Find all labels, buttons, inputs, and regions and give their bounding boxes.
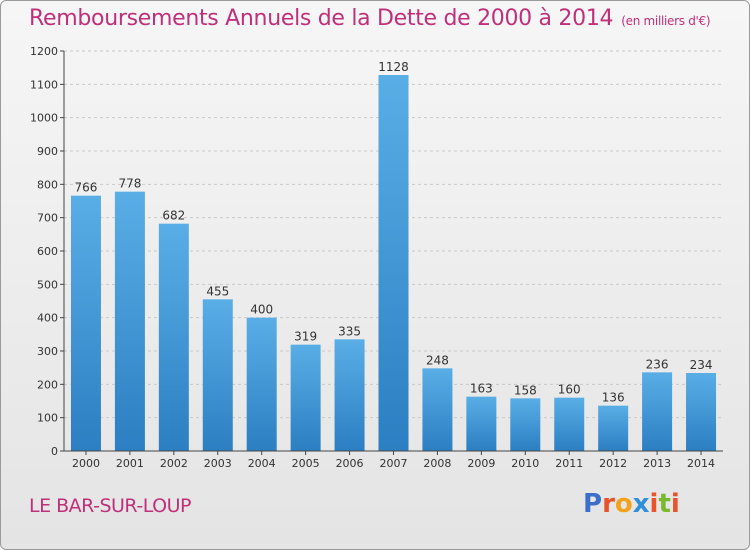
y-tick-label: 800 — [37, 178, 58, 191]
bar-value-label: 163 — [470, 382, 493, 396]
bar — [554, 397, 585, 451]
x-tick-label: 2014 — [687, 457, 715, 470]
y-tick-label: 1100 — [30, 78, 58, 91]
bar — [114, 191, 145, 451]
y-tick-label: 1200 — [30, 45, 58, 58]
x-tick-label: 2009 — [467, 457, 495, 470]
y-tick-label: 1000 — [30, 112, 58, 125]
title-text: Remboursements Annuels de la Dette de 20… — [29, 6, 614, 31]
y-tick-label: 600 — [37, 245, 58, 258]
chart-title: Remboursements Annuels de la Dette de 20… — [29, 6, 711, 31]
bar-value-label: 682 — [162, 209, 185, 223]
bar — [422, 368, 453, 451]
bars: 766 778 682 455 400 319 335 1128 248 163 158 160 136… — [70, 60, 717, 451]
bar — [642, 372, 673, 451]
y-axis: 0 100 200 300 400 500 600 700 800 900 1000 1100 1200 — [30, 45, 65, 458]
x-tick-label: 2007 — [380, 457, 408, 470]
bar — [246, 317, 277, 451]
bar-value-label: 248 — [426, 353, 449, 367]
bar-value-label: 766 — [75, 181, 98, 195]
x-tick-label: 2004 — [248, 457, 276, 470]
logo-letter: r — [602, 489, 615, 519]
bar-value-label: 160 — [558, 383, 581, 397]
y-tick-label: 400 — [37, 312, 58, 325]
logo-letter: i — [670, 489, 680, 519]
y-tick-label: 900 — [37, 145, 58, 158]
bar — [686, 373, 717, 451]
bar-value-label: 136 — [602, 391, 625, 405]
x-tick-label: 2012 — [599, 457, 627, 470]
bar — [510, 398, 541, 451]
unit-label: (en milliers d'€) — [621, 14, 711, 28]
bar — [598, 405, 629, 451]
bar-value-label: 455 — [206, 284, 229, 298]
bar-value-label: 1128 — [378, 60, 409, 74]
x-tick-label: 2006 — [336, 457, 364, 470]
y-tick-label: 200 — [37, 378, 58, 391]
x-tick-label: 2010 — [511, 457, 539, 470]
bar-value-label: 236 — [646, 357, 669, 371]
bar-value-label: 234 — [690, 358, 713, 372]
logo-letter: t — [658, 489, 671, 519]
bar — [334, 339, 365, 451]
bar-value-label: 319 — [294, 330, 317, 344]
x-tick-label: 2000 — [72, 457, 100, 470]
bar-value-label: 335 — [338, 324, 361, 338]
bar — [290, 344, 321, 451]
bar — [378, 75, 409, 451]
y-tick-label: 700 — [37, 212, 58, 225]
bar — [202, 299, 233, 451]
x-tick-label: 2008 — [423, 457, 451, 470]
bar-value-label: 158 — [514, 383, 537, 397]
x-tick-label: 2003 — [204, 457, 232, 470]
y-tick-label: 300 — [37, 345, 58, 358]
y-tick-label: 100 — [37, 412, 58, 425]
bar — [466, 396, 497, 451]
logo-letter: i — [649, 489, 659, 519]
x-tick-label: 2001 — [116, 457, 144, 470]
x-tick-label: 2002 — [160, 457, 188, 470]
x-tick-label: 2005 — [292, 457, 320, 470]
logo-letter: P — [583, 489, 603, 519]
bar — [158, 223, 189, 451]
y-tick-label: 500 — [37, 278, 58, 291]
bar — [70, 195, 101, 451]
y-tick-label: 0 — [51, 445, 58, 458]
logo-letter: o — [614, 489, 633, 519]
x-tick-label: 2013 — [643, 457, 671, 470]
proxiti-logo: Proxiti — [583, 489, 680, 519]
city-name: LE BAR-SUR-LOUP — [29, 495, 191, 517]
x-tick-label: 2011 — [555, 457, 583, 470]
logo-letter: x — [632, 489, 650, 519]
bar-value-label: 778 — [118, 177, 141, 191]
bar-value-label: 400 — [250, 303, 273, 317]
x-axis: 2000 2001 2002 2003 2004 2005 2006 2007 2008 2009… — [64, 450, 723, 470]
